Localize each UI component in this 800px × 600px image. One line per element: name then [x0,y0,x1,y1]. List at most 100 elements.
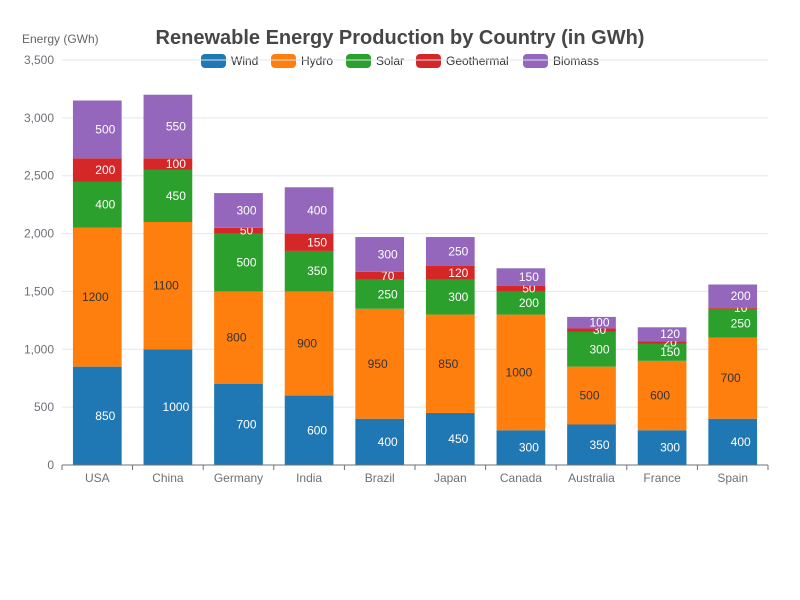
bar-canada-biomass[interactable] [496,268,546,286]
bar-china-biomass[interactable] [143,94,193,159]
data-label-usa-hydro: 1200 [82,290,109,304]
bar-spain-solar[interactable] [708,308,758,338]
bar-japan-biomass[interactable] [425,237,475,266]
y-tick-label: 0 [47,458,54,472]
bar-india-biomass[interactable] [284,187,334,234]
bar-germany-hydro[interactable] [214,291,263,384]
data-label-germany-biomass: 300 [236,203,256,217]
bar-brazil-solar[interactable] [355,279,405,309]
bar-canada-hydro[interactable] [496,314,546,431]
y-axis: 0 500 1,000 1,500 2,000 2,500 3,000 3,500 [24,53,54,472]
y-tick-label: 3,000 [24,111,54,125]
data-label-spain-wind: 400 [731,435,751,449]
data-label-australia-biomass: 100 [589,316,609,330]
bar-china-wind[interactable] [143,349,193,465]
bar-japan-hydro[interactable] [425,314,475,413]
data-label-canada-solar: 200 [519,296,539,310]
bar-india-hydro[interactable] [284,291,334,396]
bar-australia-biomass[interactable] [567,316,616,329]
bar-brazil-wind[interactable] [355,418,405,465]
bar-china-hydro[interactable] [143,222,193,350]
legend-item-solar[interactable]: Solar [346,54,404,68]
x-tick-label-japan: Japan [434,471,467,485]
bar-china-solar[interactable] [143,169,193,222]
legend-swatch-hydro [271,54,296,68]
legend: Wind Hydro Solar Geothermal Biomass [201,54,599,68]
bar-germany-biomass[interactable] [214,193,263,228]
data-label-china-wind: 1000 [163,400,190,414]
bar-canada-wind[interactable] [496,430,546,465]
legend-label-solar: Solar [376,54,404,68]
data-label-india-wind: 600 [307,423,327,437]
data-label-brazil-geothermal: 70 [381,269,395,283]
data-label-india-hydro: 900 [297,337,317,351]
legend-item-wind[interactable]: Wind [201,54,258,68]
bar-usa-solar[interactable] [72,181,122,228]
bar-brazil-biomass[interactable] [355,237,405,272]
data-label-india-biomass: 400 [307,203,327,217]
bar-india-wind[interactable] [284,395,334,465]
bar-spain-biomass[interactable] [708,284,758,308]
bar-france-wind[interactable] [637,430,687,465]
data-label-brazil-biomass: 300 [378,247,398,261]
bar-france-hydro[interactable] [637,360,687,431]
bar-australia-solar[interactable] [567,331,616,367]
bar-usa-geothermal[interactable] [72,158,122,182]
bar-spain-hydro[interactable] [708,337,758,419]
y-tick-label: 2,500 [24,169,54,183]
bar-india-solar[interactable] [284,250,334,292]
y-tick-label: 1,000 [24,342,54,356]
bar-spain-geothermal[interactable] [708,307,758,309]
bar-japan-geothermal[interactable] [425,265,475,280]
bar-usa-hydro[interactable] [72,227,122,367]
x-tick-label-china: China [152,471,184,485]
data-label-china-solar: 450 [166,189,186,203]
bar-japan-wind[interactable] [425,412,475,465]
bar-canada-geothermal[interactable] [496,285,546,292]
data-label-brazil-wind: 400 [378,435,398,449]
bar-france-geothermal[interactable] [637,341,687,344]
data-label-australia-solar: 300 [589,342,609,356]
data-label-australia-wind: 350 [589,438,609,452]
legend-item-biomass[interactable]: Biomass [523,54,599,68]
bar-australia-wind[interactable] [567,424,616,466]
bar-france-biomass[interactable] [637,327,687,342]
x-tick-label-spain: Spain [717,471,748,485]
bar-germany-wind[interactable] [214,384,263,465]
bar-france-solar[interactable] [637,343,687,361]
data-label-canada-wind: 300 [519,441,539,455]
bar-germany-geothermal[interactable] [214,227,263,234]
legend-item-hydro[interactable]: Hydro [271,54,333,68]
bar-japan-solar[interactable] [425,279,475,315]
data-label-germany-wind: 700 [236,418,256,432]
bar-brazil-hydro[interactable] [355,308,405,419]
legend-label-geothermal: Geothermal [446,54,509,68]
y-tick-label: 500 [34,400,54,414]
x-tick-label-brazil: Brazil [365,471,395,485]
bar-australia-hydro[interactable] [567,366,616,425]
x-tick-label-india: India [296,471,322,485]
data-label-usa-wind: 850 [95,409,115,423]
legend-item-geothermal[interactable]: Geothermal [416,54,509,68]
y-tick-label: 2,000 [24,227,54,241]
bar-usa-wind[interactable] [72,366,122,465]
data-label-spain-solar: 250 [731,316,751,330]
bar-usa-biomass[interactable] [72,100,122,159]
data-label-canada-hydro: 1000 [506,365,533,379]
data-label-japan-geothermal: 120 [448,266,468,280]
y-axis-label: Energy (GWh) [22,32,99,46]
bar-australia-geothermal[interactable] [567,328,616,332]
data-label-japan-solar: 300 [448,290,468,304]
x-axis: USA China Germany India Brazil Japan Canada Aus… [61,464,769,485]
bar-germany-solar[interactable] [214,233,263,292]
legend-swatch-wind [201,54,226,68]
legend-label-wind: Wind [231,54,258,68]
bar-canada-solar[interactable] [496,291,546,315]
data-label-china-biomass: 550 [166,120,186,134]
bar-spain-wind[interactable] [708,418,758,465]
bar-china-geothermal[interactable] [143,158,193,170]
bar-india-geothermal[interactable] [284,233,334,251]
bar-brazil-geothermal[interactable] [355,271,405,280]
x-tick-label-germany: Germany [214,471,263,485]
